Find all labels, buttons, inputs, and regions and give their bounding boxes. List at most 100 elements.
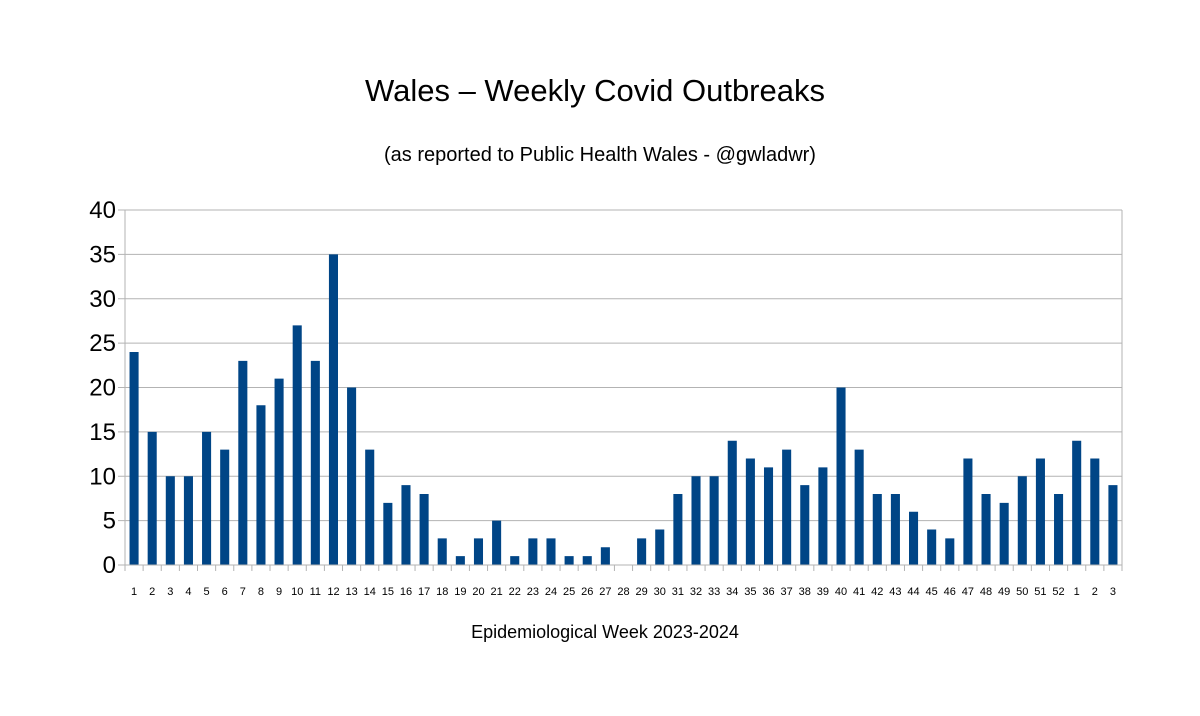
bar	[437, 538, 447, 565]
bar	[165, 476, 175, 565]
bar	[455, 556, 465, 565]
x-tick-label: 19	[454, 586, 466, 598]
gridlines	[125, 209, 1122, 522]
bar	[999, 502, 1009, 565]
x-tick-label: 4	[185, 586, 191, 598]
bar	[600, 547, 610, 565]
bar	[945, 538, 955, 565]
bar	[963, 458, 973, 565]
x-tick-label: 5	[204, 586, 210, 598]
x-tick-label: 47	[962, 586, 974, 598]
bar	[274, 378, 284, 565]
bar	[655, 529, 665, 565]
x-tick-label: 31	[672, 586, 684, 598]
bar	[673, 494, 683, 565]
x-tick-label: 32	[690, 586, 702, 598]
x-axis-ticks: 1 2 3 4 5 6 7 8 9 10 11 12 13 14 15 16 17 18 19 20 21 22 23 24 2…	[124, 565, 1123, 598]
chart-subtitle: (as reported to Public Health Wales - @g…	[384, 144, 816, 166]
bar	[292, 325, 302, 565]
bar	[220, 449, 230, 565]
chart-title: Wales – Weekly Covid Outbreaks	[365, 73, 825, 108]
x-tick-label: 13	[345, 586, 357, 598]
bar	[836, 387, 846, 565]
x-tick-label: 28	[617, 586, 629, 598]
x-tick-label: 51	[1034, 586, 1046, 598]
bar	[528, 538, 538, 565]
x-tick-label: 21	[490, 586, 502, 598]
bar	[818, 467, 828, 565]
x-tick-label: 50	[1016, 586, 1028, 598]
bar	[147, 431, 157, 565]
x-tick-label: 22	[509, 586, 521, 598]
x-tick-label: 43	[889, 586, 901, 598]
x-tick-label: 8	[258, 586, 264, 598]
bar	[909, 511, 919, 565]
bar	[310, 360, 320, 565]
x-tick-label: 12	[327, 586, 339, 598]
x-tick-label: 15	[382, 586, 394, 598]
bar	[202, 431, 212, 565]
x-tick-label: 6	[222, 586, 228, 598]
x-tick-label: 33	[708, 586, 720, 598]
x-tick-label: 36	[762, 586, 774, 598]
x-tick-label: 46	[944, 586, 956, 598]
x-tick-label: 38	[799, 586, 811, 598]
bar	[927, 529, 937, 565]
x-tick-label: 11	[310, 586, 321, 598]
bar	[1017, 476, 1027, 565]
y-tick-label: 25	[89, 330, 116, 357]
bar	[981, 494, 991, 565]
bar	[1035, 458, 1045, 565]
bar	[1054, 494, 1064, 565]
x-tick-label: 24	[545, 586, 557, 598]
x-tick-label: 45	[926, 586, 938, 598]
x-tick-label: 37	[781, 586, 793, 598]
x-tick-label: 39	[817, 586, 829, 598]
x-tick-label: 40	[835, 586, 847, 598]
x-tick-label: 44	[907, 586, 919, 598]
y-tick-label: 40	[89, 197, 116, 224]
x-tick-label: 34	[726, 586, 738, 598]
bar	[238, 360, 248, 565]
axes	[124, 210, 1123, 566]
bar	[564, 556, 574, 565]
bar	[510, 556, 520, 565]
x-tick-label: 29	[636, 586, 648, 598]
bar	[745, 458, 755, 565]
bar	[637, 538, 647, 565]
bar	[582, 556, 592, 565]
y-tick-label: 20	[89, 375, 116, 402]
bar	[401, 485, 411, 565]
x-tick-label: 49	[998, 586, 1010, 598]
bar	[365, 449, 375, 565]
x-tick-label: 42	[871, 586, 883, 598]
x-tick-label: 26	[581, 586, 593, 598]
bar	[183, 476, 193, 565]
x-tick-label: 2	[1092, 586, 1098, 598]
x-tick-label: 48	[980, 586, 992, 598]
bars	[129, 254, 1118, 565]
bar	[763, 467, 774, 565]
y-tick-label: 15	[89, 419, 116, 446]
bar	[473, 538, 484, 565]
y-tick-label: 30	[89, 286, 116, 313]
x-axis-label: Epidemiological Week 2023-2024	[471, 622, 739, 642]
bar	[872, 494, 882, 565]
bar	[129, 352, 139, 565]
bar	[1108, 485, 1118, 565]
x-tick-label: 3	[1110, 586, 1116, 598]
x-tick-label: 1	[131, 586, 137, 598]
bar	[347, 387, 357, 565]
bar	[328, 254, 338, 565]
bar	[727, 440, 737, 565]
bar	[1072, 440, 1082, 565]
y-tick-label: 10	[89, 463, 116, 490]
bar	[782, 449, 792, 565]
bar	[890, 494, 900, 565]
x-tick-label: 3	[167, 586, 173, 598]
y-tick-label: 5	[103, 508, 116, 535]
bar	[691, 476, 701, 565]
x-tick-label: 1	[1074, 586, 1080, 598]
